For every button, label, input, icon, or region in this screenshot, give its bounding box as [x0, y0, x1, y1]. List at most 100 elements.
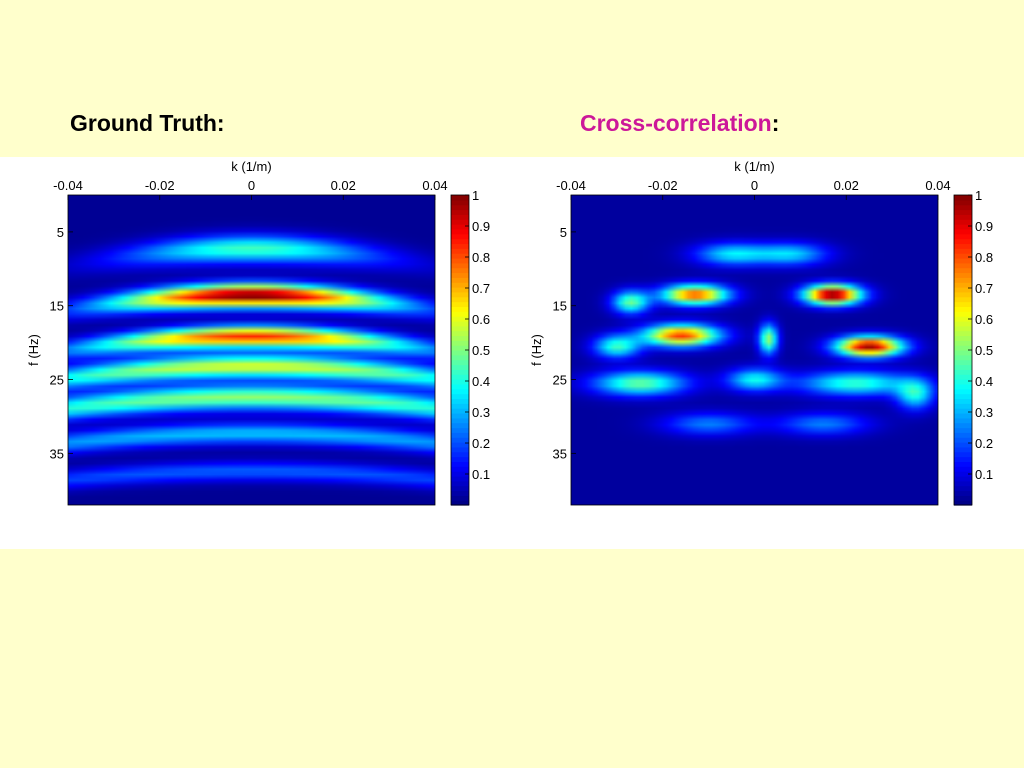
colorbar-segment	[954, 408, 972, 414]
colorbar-segment	[954, 228, 972, 235]
colorbar-tick-label: 0.1	[975, 467, 993, 482]
colorbar-segment	[451, 485, 469, 492]
colorbar-segment	[451, 354, 469, 361]
colorbar-segment	[451, 442, 469, 448]
colorbar-segment	[451, 335, 469, 341]
colorbar-segment	[954, 461, 972, 467]
colorbar-segment	[451, 340, 469, 346]
y-tick-label: 15	[50, 299, 64, 314]
x-tick-label: -0.04	[53, 178, 83, 193]
y-tick-label: 35	[50, 446, 64, 461]
y-tick-label: 5	[57, 225, 64, 240]
colorbar-segment	[954, 412, 972, 419]
colorbar-segment	[451, 195, 469, 201]
colorbar-tick-label: 0.2	[975, 436, 993, 451]
cross-correlation-heading-colon: :	[771, 110, 780, 136]
colorbar-segment	[954, 219, 972, 225]
colorbar-segment	[954, 204, 972, 211]
colorbar-segment	[954, 301, 972, 308]
colorbar-segment	[451, 214, 469, 220]
colorbar-tick-label: 1	[975, 188, 982, 203]
colorbar-segment	[451, 408, 469, 414]
colorbar-segment	[451, 417, 469, 424]
colorbar-segment	[954, 490, 972, 496]
colorbar-segment	[451, 243, 469, 249]
colorbar-segment	[954, 359, 972, 366]
colorbar-segment	[954, 379, 972, 385]
colorbar-segment	[954, 451, 972, 458]
colorbar-segment	[451, 316, 469, 322]
colorbar-segment	[954, 209, 972, 215]
colorbar-segment	[451, 257, 469, 264]
colorbar-segment	[451, 228, 469, 235]
colorbar-segment	[954, 243, 972, 249]
colorbar-segment	[954, 296, 972, 303]
colorbar-segment	[954, 277, 972, 283]
colorbar-segment	[954, 262, 972, 269]
heatmap-image-0	[68, 195, 435, 505]
colorbar-tick-label: 0.5	[975, 343, 993, 358]
colorbar-segment	[451, 359, 469, 366]
colorbar-segment	[954, 311, 972, 317]
colorbar-segment	[451, 320, 469, 327]
colorbar-tick-label: 0.4	[975, 374, 993, 389]
colorbar-segment	[954, 340, 972, 346]
colorbar-segment	[954, 257, 972, 264]
colorbar-segment	[451, 383, 469, 390]
colorbar-segment	[954, 330, 972, 337]
colorbar-segment	[954, 248, 972, 254]
colorbar-segment	[954, 456, 972, 463]
colorbar-segment	[954, 500, 972, 506]
colorbar-segment	[954, 199, 972, 206]
x-tick-label: 0.04	[925, 178, 950, 193]
y-tick-label: 5	[560, 225, 567, 240]
colorbar-segment	[954, 195, 972, 201]
colorbar-segment	[451, 224, 469, 230]
colorbar-segment	[451, 388, 469, 395]
colorbar-segment	[451, 490, 469, 496]
colorbar-segment	[954, 214, 972, 220]
colorbar-segment	[954, 403, 972, 409]
colorbar-segment	[954, 267, 972, 274]
colorbar-segment	[451, 451, 469, 458]
colorbar-tick-label: 0.6	[975, 312, 993, 327]
colorbar-segment	[954, 427, 972, 433]
colorbar-tick-label: 0.9	[975, 219, 993, 234]
colorbar-segment	[451, 262, 469, 269]
cross-correlation-heading-text: Cross-correlation	[580, 110, 772, 136]
colorbar-tick-label: 0.2	[472, 436, 490, 451]
colorbar-tick-label: 0.8	[975, 250, 993, 265]
colorbar-segment	[954, 238, 972, 245]
colorbar-segment	[954, 291, 972, 298]
colorbar-segment	[451, 369, 469, 375]
colorbar-segment	[954, 374, 972, 380]
colorbar-segment	[954, 432, 972, 438]
colorbar-segment	[954, 437, 972, 443]
colorbar-segment	[451, 437, 469, 443]
colorbar-segment	[451, 325, 469, 332]
colorbar-segment	[954, 282, 972, 288]
colorbar-segment	[451, 199, 469, 206]
colorbar-segment	[451, 374, 469, 380]
colorbar-segment	[954, 364, 972, 370]
colorbar-segment	[451, 495, 469, 501]
colorbar-segment	[451, 204, 469, 211]
colorbar-segment	[451, 422, 469, 429]
y-tick-label: 25	[553, 373, 567, 388]
colorbar-segment	[954, 485, 972, 492]
colorbar-segment	[954, 422, 972, 429]
colorbar-segment	[954, 320, 972, 327]
colorbar-segment	[954, 446, 972, 453]
colorbar-segment	[451, 311, 469, 317]
y-axis-label: f (Hz)	[26, 334, 41, 366]
colorbar-segment	[451, 398, 469, 404]
y-axis-label: f (Hz)	[529, 334, 544, 366]
colorbar-segment	[451, 219, 469, 225]
colorbar-segment	[954, 325, 972, 332]
colorbar-tick-label: 0.3	[975, 405, 993, 420]
colorbar-segment	[954, 224, 972, 230]
colorbar-segment	[954, 354, 972, 361]
figure-panel: -0.04 -0.02 0 0.02 0.04 k (1/m) 5 15 25 35 f (Hz) 0…	[0, 157, 1024, 549]
colorbar-segment	[451, 475, 469, 482]
